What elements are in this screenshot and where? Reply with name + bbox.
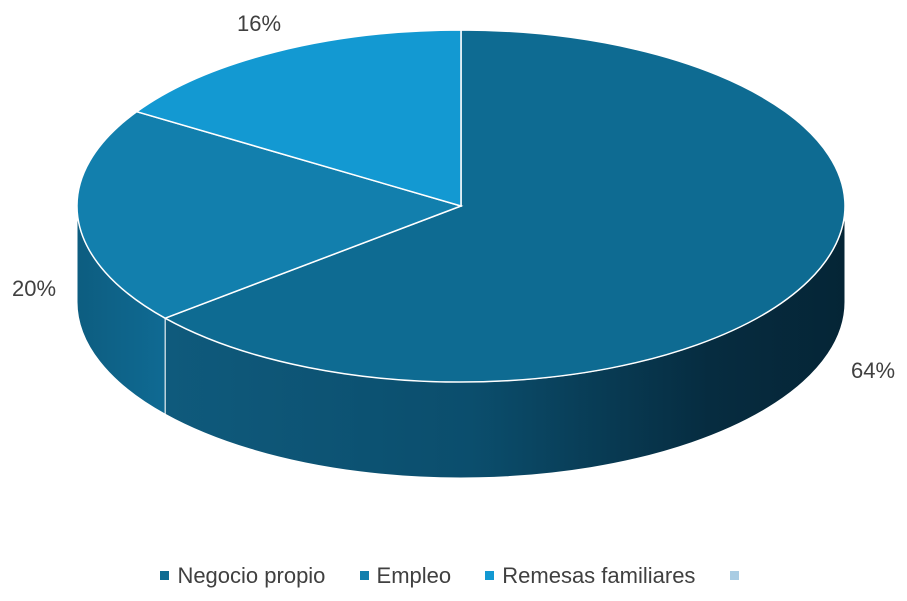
legend-swatch-negocio-propio — [160, 571, 170, 580]
data-label-remesas-familiares: 16% — [237, 11, 282, 36]
legend-item-blank — [729, 563, 747, 589]
data-label-negocio-propio: 64% — [851, 358, 896, 383]
pie-slice-empleo — [76, 110, 464, 320]
chart-legend: Negocio propio Empleo Remesas familiares — [0, 563, 907, 589]
legend-item-remesas-familiares: Remesas familiares — [485, 563, 695, 589]
legend-swatch-remesas-familiares — [485, 571, 495, 580]
legend-item-negocio-propio: Negocio propio — [160, 563, 325, 589]
pie-slice-negocio-propio — [163, 29, 846, 383]
legend-swatch-empleo — [359, 571, 369, 580]
legend-label-remesas-familiares: Remesas familiares — [502, 563, 696, 588]
legend-swatch-blank — [729, 571, 739, 580]
data-label-empleo: 20% — [12, 276, 57, 301]
legend-label-negocio-propio: Negocio propio — [177, 563, 326, 588]
pie-slice-remesas-familiares — [135, 29, 462, 207]
legend-label-empleo: Empleo — [376, 563, 452, 588]
legend-item-empleo: Empleo — [359, 563, 452, 589]
